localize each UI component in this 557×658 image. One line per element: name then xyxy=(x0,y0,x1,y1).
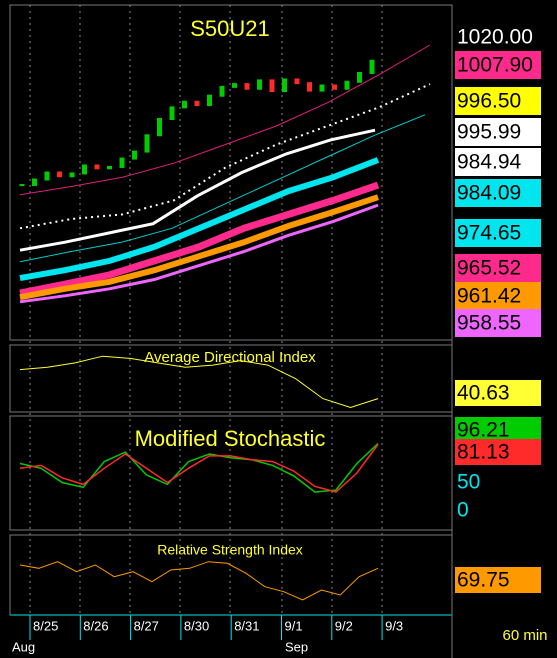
candle xyxy=(107,165,112,170)
candle xyxy=(132,150,137,160)
value-tag-text: 81.13 xyxy=(457,441,510,464)
candle xyxy=(294,78,300,85)
value-tag-text: 96.21 xyxy=(457,419,510,442)
month-label: Aug xyxy=(12,639,35,654)
value-tag-text: 961.42 xyxy=(457,285,521,308)
x-tick-label: 8/30 xyxy=(184,618,209,633)
value-tag-text: 995.99 xyxy=(457,121,521,144)
value-tag-text: 984.09 xyxy=(457,182,521,205)
candle xyxy=(244,83,250,90)
x-tick-label: 8/27 xyxy=(134,618,159,633)
value-tag xyxy=(455,148,541,176)
indicator-line xyxy=(19,443,379,493)
value-tag-text: 974.65 xyxy=(457,222,521,245)
value-tag xyxy=(455,118,541,146)
indicator-line xyxy=(19,194,379,301)
interval: 60 min xyxy=(502,627,547,644)
value-tag xyxy=(455,23,541,51)
x-tick-label: 8/31 xyxy=(234,618,259,633)
indicator-line xyxy=(19,128,376,252)
value-tag-text: 69.75 xyxy=(457,569,510,592)
indicator-line xyxy=(19,114,426,263)
value-tag-text: 958.55 xyxy=(457,312,521,335)
value-tag-text: 50 xyxy=(457,471,480,494)
month-label: Sep xyxy=(285,639,308,654)
value-tag xyxy=(455,179,541,207)
frames xyxy=(9,4,453,658)
candle xyxy=(332,84,337,90)
indicator-line xyxy=(19,444,379,493)
indicator-line xyxy=(19,157,380,282)
value-tag-text: 1020.00 xyxy=(457,26,533,49)
value-tag xyxy=(455,567,541,593)
indicator-line xyxy=(19,83,431,230)
value-tag xyxy=(455,497,541,523)
value-tag xyxy=(455,87,541,115)
candle xyxy=(207,94,212,107)
candle xyxy=(94,164,100,170)
stochastic-title: Modified Stochastic xyxy=(135,426,326,451)
adx-title: Average Directional Index xyxy=(144,349,316,366)
candle xyxy=(194,100,200,107)
x-tick-label: 8/26 xyxy=(83,618,108,633)
candle xyxy=(307,82,312,92)
value-tag xyxy=(455,51,541,79)
x-tick-label: 8/25 xyxy=(33,618,58,633)
candle xyxy=(357,71,362,83)
value-tag-text: 996.50 xyxy=(457,90,521,113)
candle xyxy=(369,59,375,74)
value-tag xyxy=(455,309,541,337)
candle xyxy=(219,85,225,97)
indicator-line xyxy=(19,203,379,304)
candle xyxy=(232,83,237,88)
value-tag xyxy=(455,282,541,310)
symbol-title: S50U21 xyxy=(190,16,270,41)
candle xyxy=(257,79,262,90)
candle xyxy=(144,134,150,153)
candle xyxy=(182,100,187,109)
value-tag-text: 40.63 xyxy=(457,382,510,405)
indicator-line xyxy=(19,181,380,297)
candle xyxy=(69,172,75,178)
x-tick-label: 9/3 xyxy=(385,618,403,633)
candle xyxy=(119,157,125,168)
value-tag xyxy=(455,469,541,495)
candle xyxy=(19,184,25,187)
value-tag xyxy=(455,219,541,247)
candle xyxy=(57,171,62,178)
value-tag xyxy=(455,417,541,443)
candle xyxy=(269,79,275,93)
candle xyxy=(82,164,87,175)
indicator-line xyxy=(19,355,379,409)
value-tag-text: 1007.90 xyxy=(457,54,533,77)
x-tick-label: 9/1 xyxy=(285,618,303,633)
value-tag-text: 965.52 xyxy=(457,257,521,280)
indicator-line xyxy=(19,44,431,196)
value-tag xyxy=(455,254,541,282)
candle xyxy=(344,80,350,90)
value-tag-text: 984.94 xyxy=(457,151,522,174)
candle xyxy=(157,117,162,137)
rsi-title: Relative Strength Index xyxy=(157,542,303,558)
candle xyxy=(169,106,175,120)
value-tag xyxy=(455,380,541,406)
value-tag xyxy=(455,439,541,465)
candle xyxy=(32,178,37,187)
x-tick-label: 9/2 xyxy=(335,618,353,633)
value-tag-text: 0 xyxy=(457,499,469,522)
indicator-line xyxy=(19,561,379,601)
candle xyxy=(44,171,50,181)
candle xyxy=(282,78,287,93)
candle xyxy=(319,84,325,92)
